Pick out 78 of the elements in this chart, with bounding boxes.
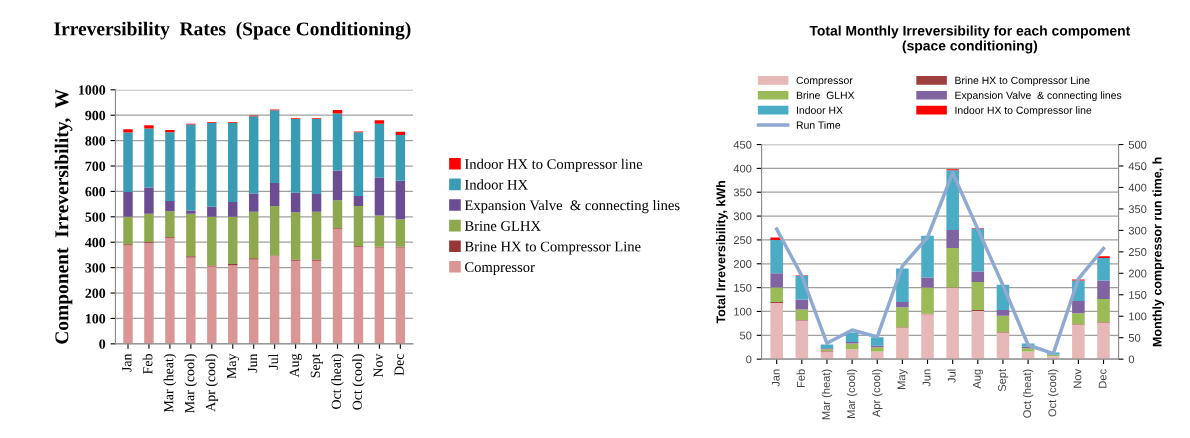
x-tick-label: Dec bbox=[394, 353, 404, 376]
y-axis-title: Component Irreversibility, W bbox=[54, 89, 73, 344]
x-tick-label: Mar (heat) bbox=[821, 369, 833, 420]
y-tick-label: 50 bbox=[739, 331, 752, 340]
x-tick-label: Dec bbox=[1098, 369, 1107, 388]
legend-label: Expansion Valve & connecting lines bbox=[955, 91, 1122, 102]
x-tick-label: Oct (cool) bbox=[352, 354, 365, 410]
y-tick-label: 400 bbox=[85, 237, 106, 248]
y2-tick-label: 500 bbox=[1128, 140, 1147, 149]
legend-label: Run Time bbox=[796, 121, 841, 129]
y2-tick-label: 150 bbox=[1129, 291, 1147, 299]
y-tick-label: 0 bbox=[746, 355, 752, 364]
y-tick-label: 300 bbox=[733, 212, 752, 221]
legend-label: Expansion Valve & connecting lines bbox=[464, 199, 680, 214]
legend-label: Indoor HX bbox=[464, 179, 528, 190]
y2-tick-label: 200 bbox=[1128, 269, 1147, 278]
y-tick-label: 200 bbox=[85, 288, 106, 298]
y-tick-label: 0 bbox=[99, 339, 106, 349]
y-tick-label: 100 bbox=[734, 307, 752, 316]
x-tick-label: Aug bbox=[973, 369, 983, 389]
x-tick-label: Oct (heat) bbox=[331, 354, 344, 409]
x-tick-label: Sept bbox=[998, 368, 1009, 392]
x-tick-label: Apr (cool) bbox=[205, 354, 219, 412]
y-tick-label: 900 bbox=[85, 110, 106, 121]
x-tick-label: Mar (cool) bbox=[184, 354, 198, 413]
y-tick-label: 450 bbox=[733, 140, 752, 149]
x-tick-label: Feb bbox=[142, 354, 153, 374]
chart-title: Irreversibility Rates (Space Conditioning) bbox=[54, 21, 411, 40]
y-tick-label: 400 bbox=[733, 164, 752, 173]
x-tick-label: Nov bbox=[373, 353, 383, 378]
legend-label: Compressor bbox=[465, 262, 535, 275]
legend-label: Indoor HX to Compressor line bbox=[464, 158, 643, 172]
y2-axis-title: Monthly compressor run time, h bbox=[1152, 157, 1165, 347]
x-tick-label: Oct (cool) bbox=[1048, 369, 1059, 417]
x-tick-label: Feb bbox=[796, 369, 805, 388]
legend-label: Brine GLHX bbox=[464, 221, 541, 231]
legend-label: Compressor bbox=[796, 76, 853, 87]
x-tick-label: Apr (cool) bbox=[872, 369, 883, 418]
legend-label: Indoor HX bbox=[797, 106, 843, 114]
x-tick-label: Jun bbox=[247, 353, 258, 373]
y-tick-label: 250 bbox=[733, 236, 752, 245]
y-tick-label: 700 bbox=[85, 161, 106, 171]
x-tick-label: Jul bbox=[947, 369, 956, 383]
y-tick-label: 500 bbox=[85, 212, 106, 222]
x-tick-label: Sept bbox=[310, 353, 323, 378]
y2-tick-label: 250 bbox=[1128, 248, 1147, 256]
y-axis-title: Total Irreversibility, kWh bbox=[716, 180, 728, 324]
legend-label: Brine GLHX bbox=[796, 91, 855, 99]
y2-tick-label: 350 bbox=[1128, 205, 1147, 214]
y2-tick-label: 100 bbox=[1129, 312, 1147, 321]
y-tick-label: 100 bbox=[85, 314, 106, 324]
legend-label: Indoor HX to Compressor line bbox=[955, 106, 1092, 116]
x-tick-label: May bbox=[226, 353, 240, 379]
x-tick-label: Mar (heat) bbox=[163, 354, 177, 413]
y-tick-label: 600 bbox=[85, 186, 106, 197]
x-tick-label: Aug bbox=[289, 353, 302, 378]
x-tick-label: Oct (heat) bbox=[1022, 369, 1034, 418]
y-tick-label: 800 bbox=[85, 136, 106, 146]
x-tick-label: Nov bbox=[1073, 368, 1082, 388]
chart-title: Total Monthly Irreversibility for each compoment (space conditioning) bbox=[809, 25, 1131, 54]
y2-tick-label: 50 bbox=[1128, 333, 1141, 342]
x-tick-label: Jul bbox=[268, 353, 279, 370]
x-tick-label: Jan bbox=[122, 353, 132, 372]
x-tick-label: Jun bbox=[922, 369, 931, 387]
y2-tick-label: 300 bbox=[1128, 226, 1147, 235]
legend-label: Brine HX to Compressor Line bbox=[955, 76, 1090, 87]
y-tick-label: 150 bbox=[734, 283, 752, 292]
y2-tick-label: 450 bbox=[1128, 162, 1147, 171]
y2-tick-label: 0 bbox=[1128, 355, 1135, 364]
y-tick-label: 300 bbox=[85, 263, 106, 273]
y-tick-label: 1000 bbox=[79, 85, 106, 95]
y-tick-label: 350 bbox=[733, 188, 752, 197]
x-tick-label: May bbox=[897, 368, 908, 389]
x-tick-label: Mar (cool) bbox=[846, 369, 858, 418]
legend-label: Brine HX to Compressor Line bbox=[464, 241, 641, 255]
y-tick-label: 200 bbox=[733, 260, 752, 268]
y2-tick-label: 400 bbox=[1128, 183, 1147, 192]
x-tick-label: Jan bbox=[771, 369, 780, 387]
